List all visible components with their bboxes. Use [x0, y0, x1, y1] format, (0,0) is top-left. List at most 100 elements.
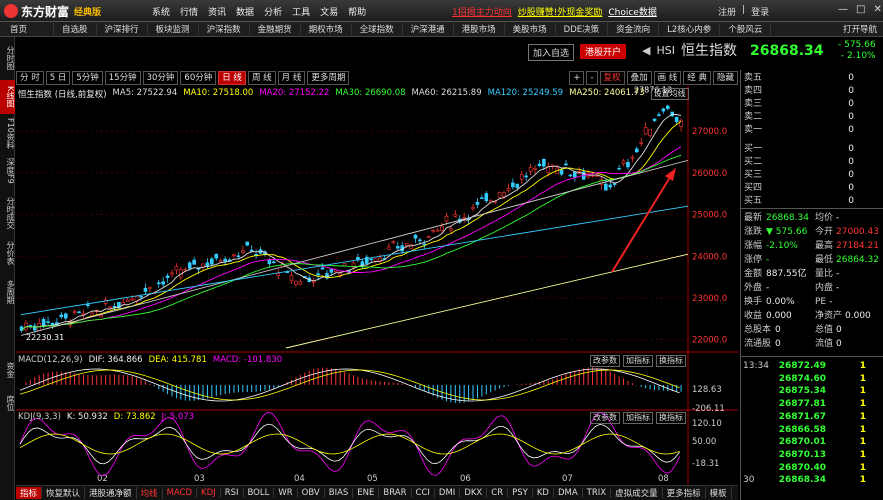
indicator-tab[interactable]: 虚拟成交量: [611, 487, 663, 499]
indicator-tab[interactable]: 恢复默认: [42, 487, 86, 499]
left-tab[interactable]: 分价表: [6, 241, 15, 265]
login-link[interactable]: 登录: [751, 8, 770, 18]
quote-value-2: 0.000: [845, 311, 871, 321]
left-tab[interactable]: 资金: [6, 362, 15, 378]
menu-analysis[interactable]: 分析: [264, 8, 283, 18]
indicator-tab[interactable]: BIAS: [325, 488, 354, 498]
nav-item[interactable]: 个股风云: [720, 23, 772, 35]
register-link[interactable]: 注册: [718, 8, 737, 18]
minimize-icon[interactable]: —: [838, 4, 848, 15]
nav-item[interactable]: 美股市场: [505, 23, 556, 35]
toolbar-button[interactable]: 30分钟: [142, 71, 179, 85]
toolbar-button[interactable]: 60分钟: [180, 71, 217, 85]
macd-add-button[interactable]: 加指标: [623, 355, 653, 367]
indicator-tab[interactable]: KDJ: [197, 488, 221, 498]
menu-market[interactable]: 行情: [180, 8, 199, 18]
indicator-tab[interactable]: DKX: [460, 488, 488, 498]
indicator-tab[interactable]: CR: [487, 488, 509, 498]
indicator-tab[interactable]: MACD: [163, 488, 198, 498]
indicator-tab[interactable]: KD: [533, 488, 554, 498]
indicator-tab[interactable]: ENE: [353, 488, 380, 498]
quote-key: 涨停: [744, 255, 763, 265]
indicator-tab[interactable]: WR: [274, 488, 298, 498]
menu-data[interactable]: 数据: [236, 8, 255, 18]
indicator-tab[interactable]: 港股通净额: [85, 487, 137, 499]
indicator-tab[interactable]: TRIX: [583, 488, 612, 498]
nav-item[interactable]: 沪深指数: [199, 23, 250, 35]
left-tab[interactable]: 多周期: [6, 280, 15, 304]
nav-item[interactable]: 板块监测: [148, 23, 199, 35]
toolbar-button[interactable]: 更多周期: [307, 71, 350, 85]
left-tab[interactable]: 深度F9: [6, 158, 15, 184]
left-tab[interactable]: 分时成交: [6, 197, 15, 229]
tick-row: 26871.67 1: [743, 411, 883, 423]
left-tab[interactable]: 席位: [6, 395, 15, 411]
arrow-left-icon[interactable]: ◀: [642, 43, 651, 57]
open-account-button[interactable]: 港股开户: [580, 44, 627, 59]
nav-item[interactable]: 沪深港通: [403, 23, 454, 35]
toolbar-button[interactable]: 5 日: [45, 71, 71, 85]
menu-help[interactable]: 帮助: [348, 8, 367, 18]
menu-news[interactable]: 资讯: [208, 8, 227, 18]
indicator-tab[interactable]: BRAR: [379, 488, 412, 498]
nav-item[interactable]: 资金流向: [608, 23, 660, 35]
indicator-tab[interactable]: BOLL: [244, 488, 275, 498]
indicator-tab[interactable]: RSI: [221, 488, 244, 498]
ma10-label: MA10: 27518.00: [183, 88, 254, 98]
left-tab[interactable]: K线图: [0, 80, 15, 114]
menu-tools[interactable]: 工具: [292, 8, 311, 18]
toolbar-button[interactable]: 画 线: [653, 71, 682, 85]
toolbar-button[interactable]: 日 线: [218, 71, 246, 85]
indicator-tab[interactable]: 更多指标: [663, 487, 706, 499]
ticker-link-1[interactable]: 1招揭主力动向: [452, 8, 512, 18]
indicator-tab[interactable]: PSY: [508, 488, 533, 498]
nav-item[interactable]: 期权市场: [301, 23, 352, 35]
toolbar-button[interactable]: +: [569, 71, 585, 85]
toolbar-button[interactable]: 周 线: [247, 71, 276, 85]
toolbar-button[interactable]: 叠加: [626, 71, 652, 85]
toolbar-button[interactable]: 5分钟: [72, 71, 103, 85]
candle-body: [156, 282, 161, 285]
indicator-tab[interactable]: DMI: [435, 488, 461, 498]
indicator-tab[interactable]: CCI: [412, 488, 435, 498]
nav-item[interactable]: 金融期货: [250, 23, 301, 35]
indicator-tab[interactable]: 均线: [137, 487, 163, 499]
toolbar-button[interactable]: 经 典: [683, 71, 711, 85]
indicator-tab[interactable]: 模板: [706, 487, 732, 499]
nav-item[interactable]: 沪深排行: [97, 23, 148, 35]
ticker-link-3[interactable]: Choice数据: [608, 8, 657, 18]
kdj-add-button[interactable]: 加指标: [623, 412, 653, 424]
add-watchlist-button[interactable]: 加入自选: [528, 44, 575, 61]
nav-item[interactable]: 港股市场: [454, 23, 505, 35]
open-nav-link[interactable]: 打开导航: [842, 25, 877, 35]
macd-switch-button[interactable]: 换指标: [656, 355, 686, 367]
kdj-switch-button[interactable]: 换指标: [656, 412, 686, 424]
kdj-name[interactable]: KDJ(9,3,3): [18, 412, 61, 422]
nav-item[interactable]: 首页: [0, 23, 55, 35]
menu-system[interactable]: 系统: [152, 8, 171, 18]
nav-item[interactable]: DDE决策: [556, 23, 609, 35]
menu-trade[interactable]: 文易: [320, 8, 339, 18]
nav-item[interactable]: 全球指数: [352, 23, 403, 35]
ma-settings-button[interactable]: 设置均线: [650, 88, 689, 100]
toolbar-button[interactable]: 分 时: [16, 71, 44, 85]
nav-item[interactable]: 自选股: [54, 23, 97, 35]
toolbar-button[interactable]: 隐藏: [712, 71, 738, 85]
ticker-link-2[interactable]: 炒股赚赞!外现金奖励: [517, 8, 603, 18]
toolbar-button[interactable]: 月 线: [277, 71, 306, 85]
close-icon[interactable]: ✕: [873, 4, 882, 15]
kdj-param-button[interactable]: 改参数: [590, 412, 620, 424]
toolbar-button[interactable]: 15分钟: [104, 71, 141, 85]
kline-chart[interactable]: 27000.0 26000.0 25000.0 24000.0 23000.0 22000…: [16, 86, 738, 486]
left-tab[interactable]: 分时图: [6, 46, 15, 70]
indicator-tab[interactable]: OBV: [298, 488, 325, 498]
left-tab[interactable]: F10资料: [6, 117, 15, 149]
toolbar-button[interactable]: 复权: [599, 71, 625, 85]
macd-name[interactable]: MACD(12,26,9): [18, 355, 83, 365]
toolbar-button[interactable]: -: [586, 71, 598, 85]
indicator-tab[interactable]: 指标: [16, 487, 43, 499]
nav-item[interactable]: L2核心内参: [659, 23, 721, 35]
maximize-icon[interactable]: □: [856, 4, 866, 15]
indicator-tab[interactable]: DMA: [554, 488, 583, 498]
macd-param-button[interactable]: 改参数: [590, 355, 620, 367]
